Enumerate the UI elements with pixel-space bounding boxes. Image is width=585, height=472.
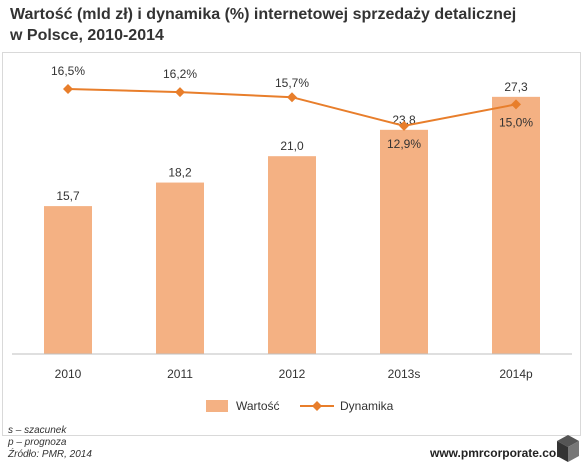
- dynamika-point-2014p: [511, 99, 521, 110]
- footnotes: s – szacunek p – prognoza Źródło: PMR, 2…: [8, 425, 92, 461]
- legend-marker-dynamika: [312, 401, 322, 411]
- bar-2011: [156, 182, 204, 354]
- chart-frame: [2, 52, 581, 436]
- x-tick-label-2012: 2012: [279, 367, 306, 381]
- chart-title: Wartość (mld zł) i dynamika (%) internet…: [10, 4, 575, 46]
- x-tick-label-2011: 2011: [167, 367, 193, 381]
- bar-label-2011: 18,2: [168, 166, 192, 180]
- chart-title-line-1: Wartość (mld zł) i dynamika (%) internet…: [10, 6, 517, 23]
- dynamika-point-2013s: [399, 120, 409, 131]
- dynamika-label-2010: 16,5%: [51, 64, 85, 78]
- x-tick-label-2010: 2010: [55, 367, 82, 381]
- chart-title-line-2: w Polsce, 2010-2014: [10, 27, 164, 44]
- x-tick-label-2014p: 2014p: [499, 367, 533, 381]
- footnote-forecast: p – prognoza: [8, 437, 67, 448]
- bar-label-2012: 21,0: [280, 139, 304, 153]
- bar-2010: [44, 206, 92, 354]
- bar-label-2013s: 23,8: [392, 113, 416, 127]
- x-tick-label-2013s: 2013s: [388, 367, 421, 381]
- dynamika-label-2011: 16,2%: [163, 67, 197, 81]
- bar-label-2014p: 27,3: [504, 80, 528, 94]
- dynamika-label-2012: 15,7%: [275, 76, 309, 90]
- dynamika-point-2012: [287, 92, 297, 103]
- legend-label-wartosc: Wartość: [236, 399, 280, 413]
- legend-label-dynamika: Dynamika: [340, 399, 394, 413]
- dynamika-label-2013s: 12,9%: [387, 137, 421, 151]
- cube-logo-icon: [557, 435, 579, 462]
- bar-2012: [268, 156, 316, 354]
- bar-label-2010: 15,7: [56, 189, 80, 203]
- footnote-estimate: s – szacunek: [8, 425, 67, 436]
- legend-swatch-wartosc: [206, 400, 228, 412]
- dynamika-point-2010: [63, 84, 73, 94]
- source-url: www.pmrcorporate.com: [430, 446, 567, 460]
- dynamika-point-2011: [175, 87, 185, 98]
- bar-2013s: [380, 129, 428, 354]
- bar-2014p: [492, 96, 540, 354]
- footnote-source: Źródło: PMR, 2014: [8, 449, 92, 460]
- dynamika-label-2014p: 15,0%: [499, 115, 533, 129]
